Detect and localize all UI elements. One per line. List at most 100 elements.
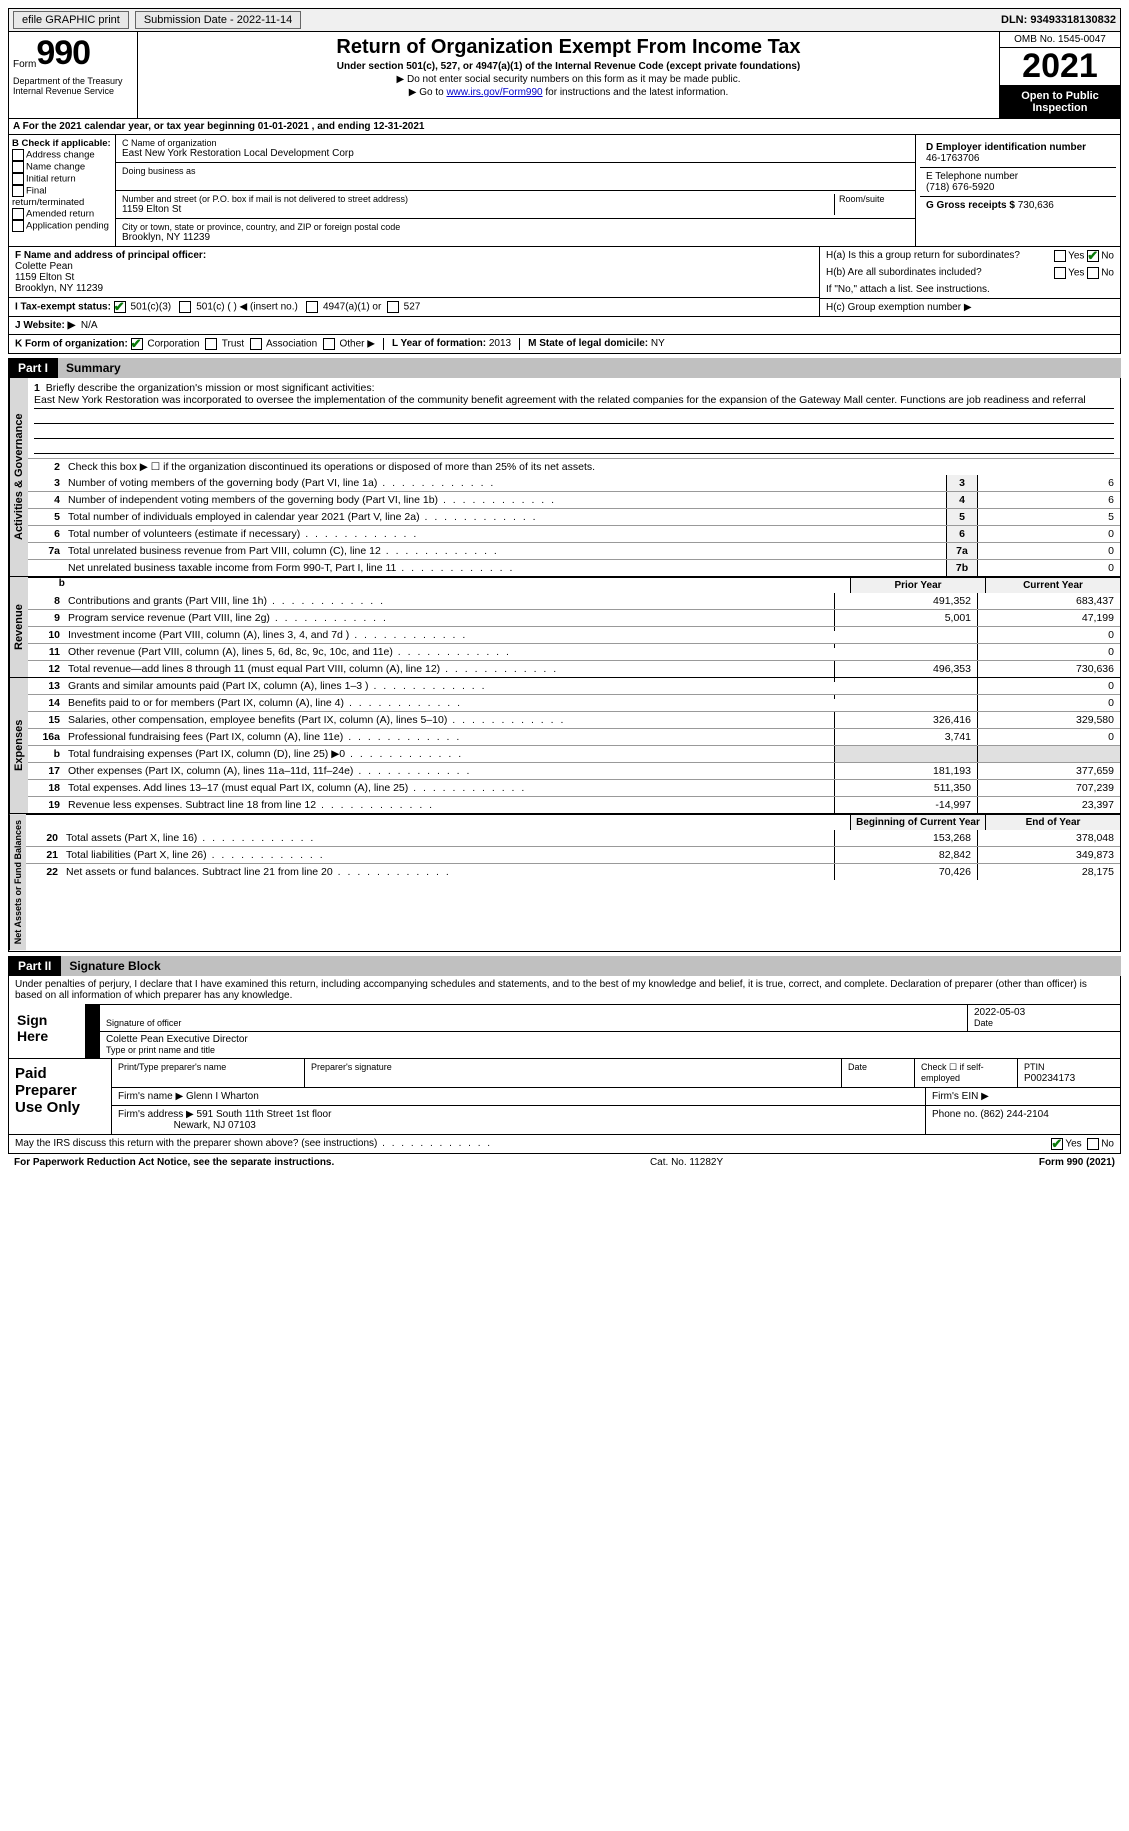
- cb-hb-yes[interactable]: [1054, 267, 1066, 279]
- paid-preparer-label: Paid Preparer Use Only: [9, 1058, 111, 1134]
- cb-4947a1[interactable]: [306, 301, 318, 313]
- website: N/A: [81, 320, 98, 331]
- vtab-governance: Activities & Governance: [9, 378, 28, 576]
- cb-application-pending[interactable]: [12, 220, 24, 232]
- cb-hb-no[interactable]: [1087, 267, 1099, 279]
- preparer-phone: (862) 244-2104: [980, 1109, 1048, 1120]
- cb-corporation[interactable]: [131, 338, 143, 350]
- ein: 46-1763706: [926, 153, 1110, 164]
- org-address: 1159 Elton St: [122, 204, 834, 215]
- header-center: Return of Organization Exempt From Incom…: [138, 32, 1000, 118]
- form-instruction-2: ▶ Go to www.irs.gov/Form990 for instruct…: [142, 87, 995, 98]
- cb-trust[interactable]: [205, 338, 217, 350]
- efile-print-button[interactable]: efile GRAPHIC print: [13, 11, 129, 29]
- vtab-expenses: Expenses: [9, 678, 28, 813]
- cb-527[interactable]: [387, 301, 399, 313]
- summary-row: 9Program service revenue (Part VIII, lin…: [28, 609, 1120, 626]
- cb-final-return[interactable]: [12, 185, 24, 197]
- summary-row: 13Grants and similar amounts paid (Part …: [28, 678, 1120, 694]
- summary-row: 7aTotal unrelated business revenue from …: [28, 542, 1120, 559]
- department-label: Department of the Treasury Internal Reve…: [13, 76, 133, 96]
- summary-row: 15Salaries, other compensation, employee…: [28, 711, 1120, 728]
- summary-row: 10Investment income (Part VIII, column (…: [28, 626, 1120, 643]
- summary-row: 16aProfessional fundraising fees (Part I…: [28, 728, 1120, 745]
- gross-receipts: 730,636: [1018, 200, 1054, 211]
- form-instruction-1: ▶ Do not enter social security numbers o…: [142, 74, 995, 85]
- col-b: B Check if applicable: Address change Na…: [9, 135, 116, 246]
- line-klm: K Form of organization: Corporation Trus…: [8, 335, 1121, 354]
- year-formation: 2013: [489, 338, 511, 349]
- header-left: Form 990 Department of the Treasury Inte…: [9, 32, 138, 118]
- summary-row: 21Total liabilities (Part X, line 26)82,…: [26, 846, 1120, 863]
- line-i: I Tax-exempt status: 501(c)(3) 501(c) ( …: [9, 298, 819, 316]
- summary-row: 12Total revenue—add lines 8 through 11 (…: [28, 660, 1120, 677]
- form-subtitle: Under section 501(c), 527, or 4947(a)(1)…: [142, 61, 995, 72]
- summary-row: 19Revenue less expenses. Subtract line 1…: [28, 796, 1120, 813]
- cb-address-change[interactable]: [12, 149, 24, 161]
- form-ref: Form 990 (2021): [1039, 1157, 1115, 1168]
- signature-block: Under penalties of perjury, I declare th…: [8, 976, 1121, 1135]
- firm-address: 591 South 11th Street 1st floor: [197, 1109, 332, 1120]
- ptin: P00234173: [1024, 1073, 1075, 1084]
- open-to-public: Open to Public Inspection: [1000, 86, 1120, 118]
- col-deg: D Employer identification number46-17637…: [916, 135, 1120, 246]
- summary-row: 6Total number of volunteers (estimate if…: [28, 525, 1120, 542]
- telephone: (718) 676-5920: [926, 182, 1110, 193]
- col-c: C Name of organization East New York Res…: [116, 135, 916, 246]
- tax-year: 2021: [1000, 48, 1120, 86]
- dln-label: DLN: 93493318130832: [1001, 14, 1116, 26]
- part-1-body: Activities & Governance 1 Briefly descri…: [8, 378, 1121, 951]
- summary-row: 14Benefits paid to or for members (Part …: [28, 694, 1120, 711]
- cb-discuss-yes[interactable]: [1051, 1138, 1063, 1150]
- cb-initial-return[interactable]: [12, 173, 24, 185]
- irs-link[interactable]: www.irs.gov/Form990: [446, 87, 542, 98]
- cb-discuss-no[interactable]: [1087, 1138, 1099, 1150]
- cb-name-change[interactable]: [12, 161, 24, 173]
- form-word: Form: [13, 59, 36, 70]
- org-name: East New York Restoration Local Developm…: [122, 148, 909, 159]
- cb-other[interactable]: [323, 338, 335, 350]
- summary-row: 8Contributions and grants (Part VIII, li…: [28, 593, 1120, 609]
- submission-date-button[interactable]: Submission Date - 2022-11-14: [135, 11, 301, 29]
- cb-501c3[interactable]: [114, 301, 126, 313]
- omb-number: OMB No. 1545-0047: [1000, 32, 1120, 48]
- cb-ha-yes[interactable]: [1054, 250, 1066, 262]
- summary-row: Net unrelated business taxable income fr…: [28, 559, 1120, 576]
- sig-date: 2022-05-03: [974, 1007, 1025, 1018]
- footer: For Paperwork Reduction Act Notice, see …: [8, 1154, 1121, 1171]
- summary-row: 3Number of voting members of the governi…: [28, 475, 1120, 491]
- form-number: 990: [36, 36, 90, 70]
- form-header: Form 990 Department of the Treasury Inte…: [8, 32, 1121, 119]
- part-1-header: Part I Summary: [8, 358, 1121, 378]
- cb-amended-return[interactable]: [12, 208, 24, 220]
- vtab-revenue: Revenue: [9, 577, 28, 677]
- org-city: Brooklyn, NY 11239: [122, 232, 909, 243]
- summary-row: 5Total number of individuals employed in…: [28, 508, 1120, 525]
- cb-ha-no[interactable]: [1087, 250, 1099, 262]
- top-toolbar: efile GRAPHIC print Submission Date - 20…: [8, 8, 1121, 32]
- vtab-net-assets: Net Assets or Fund Balances: [9, 814, 26, 950]
- cb-501c[interactable]: [179, 301, 191, 313]
- header-right: OMB No. 1545-0047 2021 Open to Public In…: [1000, 32, 1120, 118]
- line-a: A For the 2021 calendar year, or tax yea…: [8, 119, 1121, 135]
- summary-row: 17Other expenses (Part IX, column (A), l…: [28, 762, 1120, 779]
- sign-here-label: Sign Here: [9, 1004, 85, 1058]
- summary-row: 11Other revenue (Part VIII, column (A), …: [28, 643, 1120, 660]
- part-2-header: Part II Signature Block: [8, 956, 1121, 976]
- line-j: J Website: ▶ N/A: [8, 317, 1121, 335]
- form-title: Return of Organization Exempt From Incom…: [142, 36, 995, 59]
- summary-row: 20Total assets (Part X, line 16)153,2683…: [26, 830, 1120, 846]
- discuss-row: May the IRS discuss this return with the…: [8, 1135, 1121, 1154]
- summary-row: bTotal fundraising expenses (Part IX, co…: [28, 745, 1120, 762]
- summary-row: 4Number of independent voting members of…: [28, 491, 1120, 508]
- section-bcdeg: B Check if applicable: Address change Na…: [8, 135, 1121, 247]
- mission-text: East New York Restoration was incorporat…: [34, 394, 1114, 409]
- firm-name: Glenn I Wharton: [186, 1091, 259, 1102]
- officer-name-title: Colette Pean Executive Director: [106, 1034, 248, 1045]
- cat-no: Cat. No. 11282Y: [650, 1157, 723, 1168]
- officer-name: Colette Pean: [15, 261, 73, 272]
- cb-association[interactable]: [250, 338, 262, 350]
- summary-row: 18Total expenses. Add lines 13–17 (must …: [28, 779, 1120, 796]
- state-domicile: NY: [651, 338, 665, 349]
- summary-row: 22Net assets or fund balances. Subtract …: [26, 863, 1120, 880]
